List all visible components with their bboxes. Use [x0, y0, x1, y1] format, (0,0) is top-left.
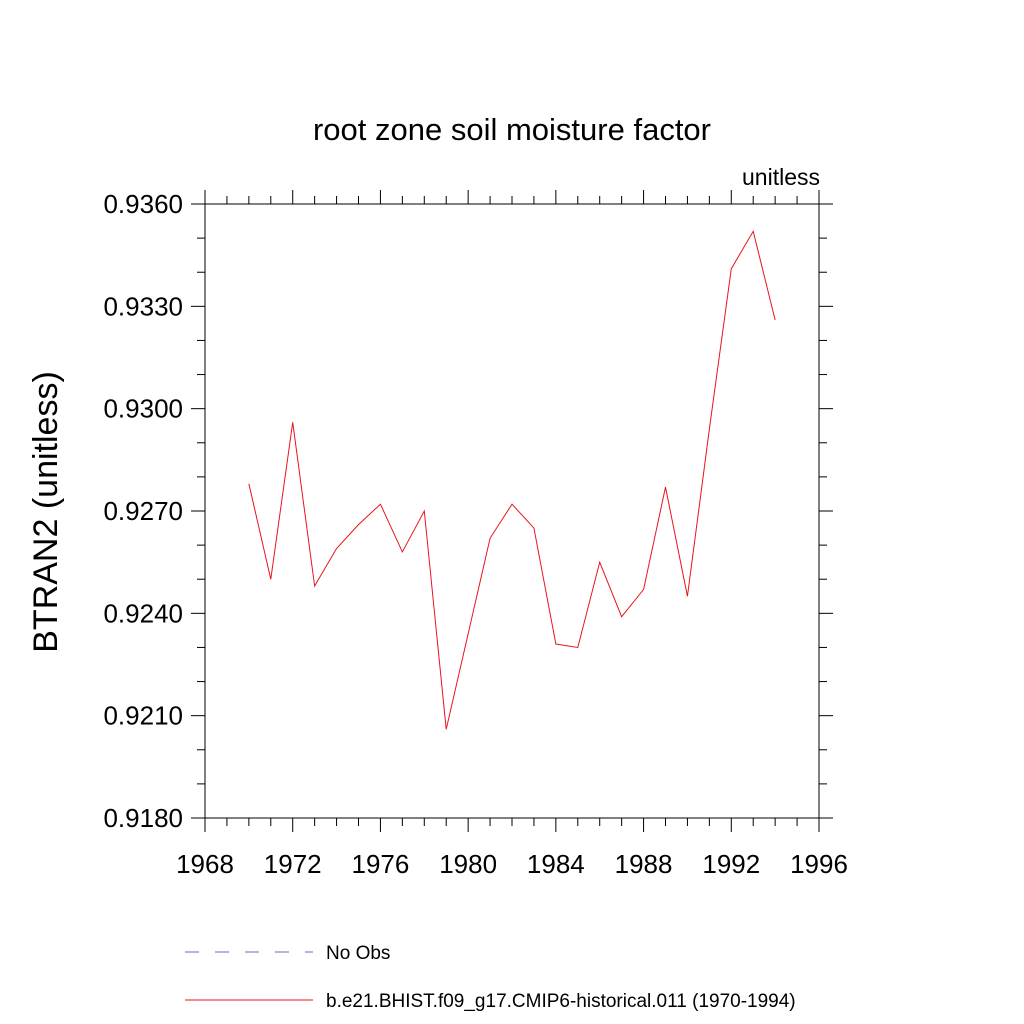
x-tick-label: 1996	[790, 849, 848, 879]
chart-title: root zone soil moisture factor	[313, 112, 711, 147]
plot-frame	[204, 203, 820, 819]
x-tick-label: 1988	[615, 849, 673, 879]
axis-ticks	[191, 190, 833, 832]
y-tick-label: 0.9360	[103, 189, 183, 219]
y-axis-label: BTRAN2 (unitless)	[27, 371, 65, 653]
y-tick-label: 0.9240	[103, 598, 183, 628]
x-tick-label: 1968	[176, 849, 234, 879]
x-tick-label: 1976	[352, 849, 410, 879]
x-tick-label: 1972	[264, 849, 322, 879]
legend: No Obs b.e21.BHIST.f09_g17.CMIP6-historic…	[185, 943, 796, 1012]
legend-label: b.e21.BHIST.f09_g17.CMIP6-historical.011…	[326, 991, 796, 1012]
y-tick-label: 0.9270	[103, 496, 183, 526]
legend-label: No Obs	[326, 943, 390, 964]
series-line	[248, 229, 776, 730]
x-tick-label: 1984	[527, 849, 585, 879]
y-tick-label: 0.9210	[103, 701, 183, 731]
y-tick-label: 0.9300	[103, 394, 183, 424]
y-tick-label: 0.9330	[103, 291, 183, 321]
x-tick-label: 1980	[439, 849, 497, 879]
data-series	[248, 229, 776, 730]
x-tick-label: 1992	[702, 849, 760, 879]
units-label: unitless	[742, 164, 820, 190]
y-tick-label: 0.9180	[103, 803, 183, 833]
axis-tick-labels: 1968 1972 1976 1980 1984 1988 1992 1996 0.9180 0.…	[103, 189, 847, 879]
